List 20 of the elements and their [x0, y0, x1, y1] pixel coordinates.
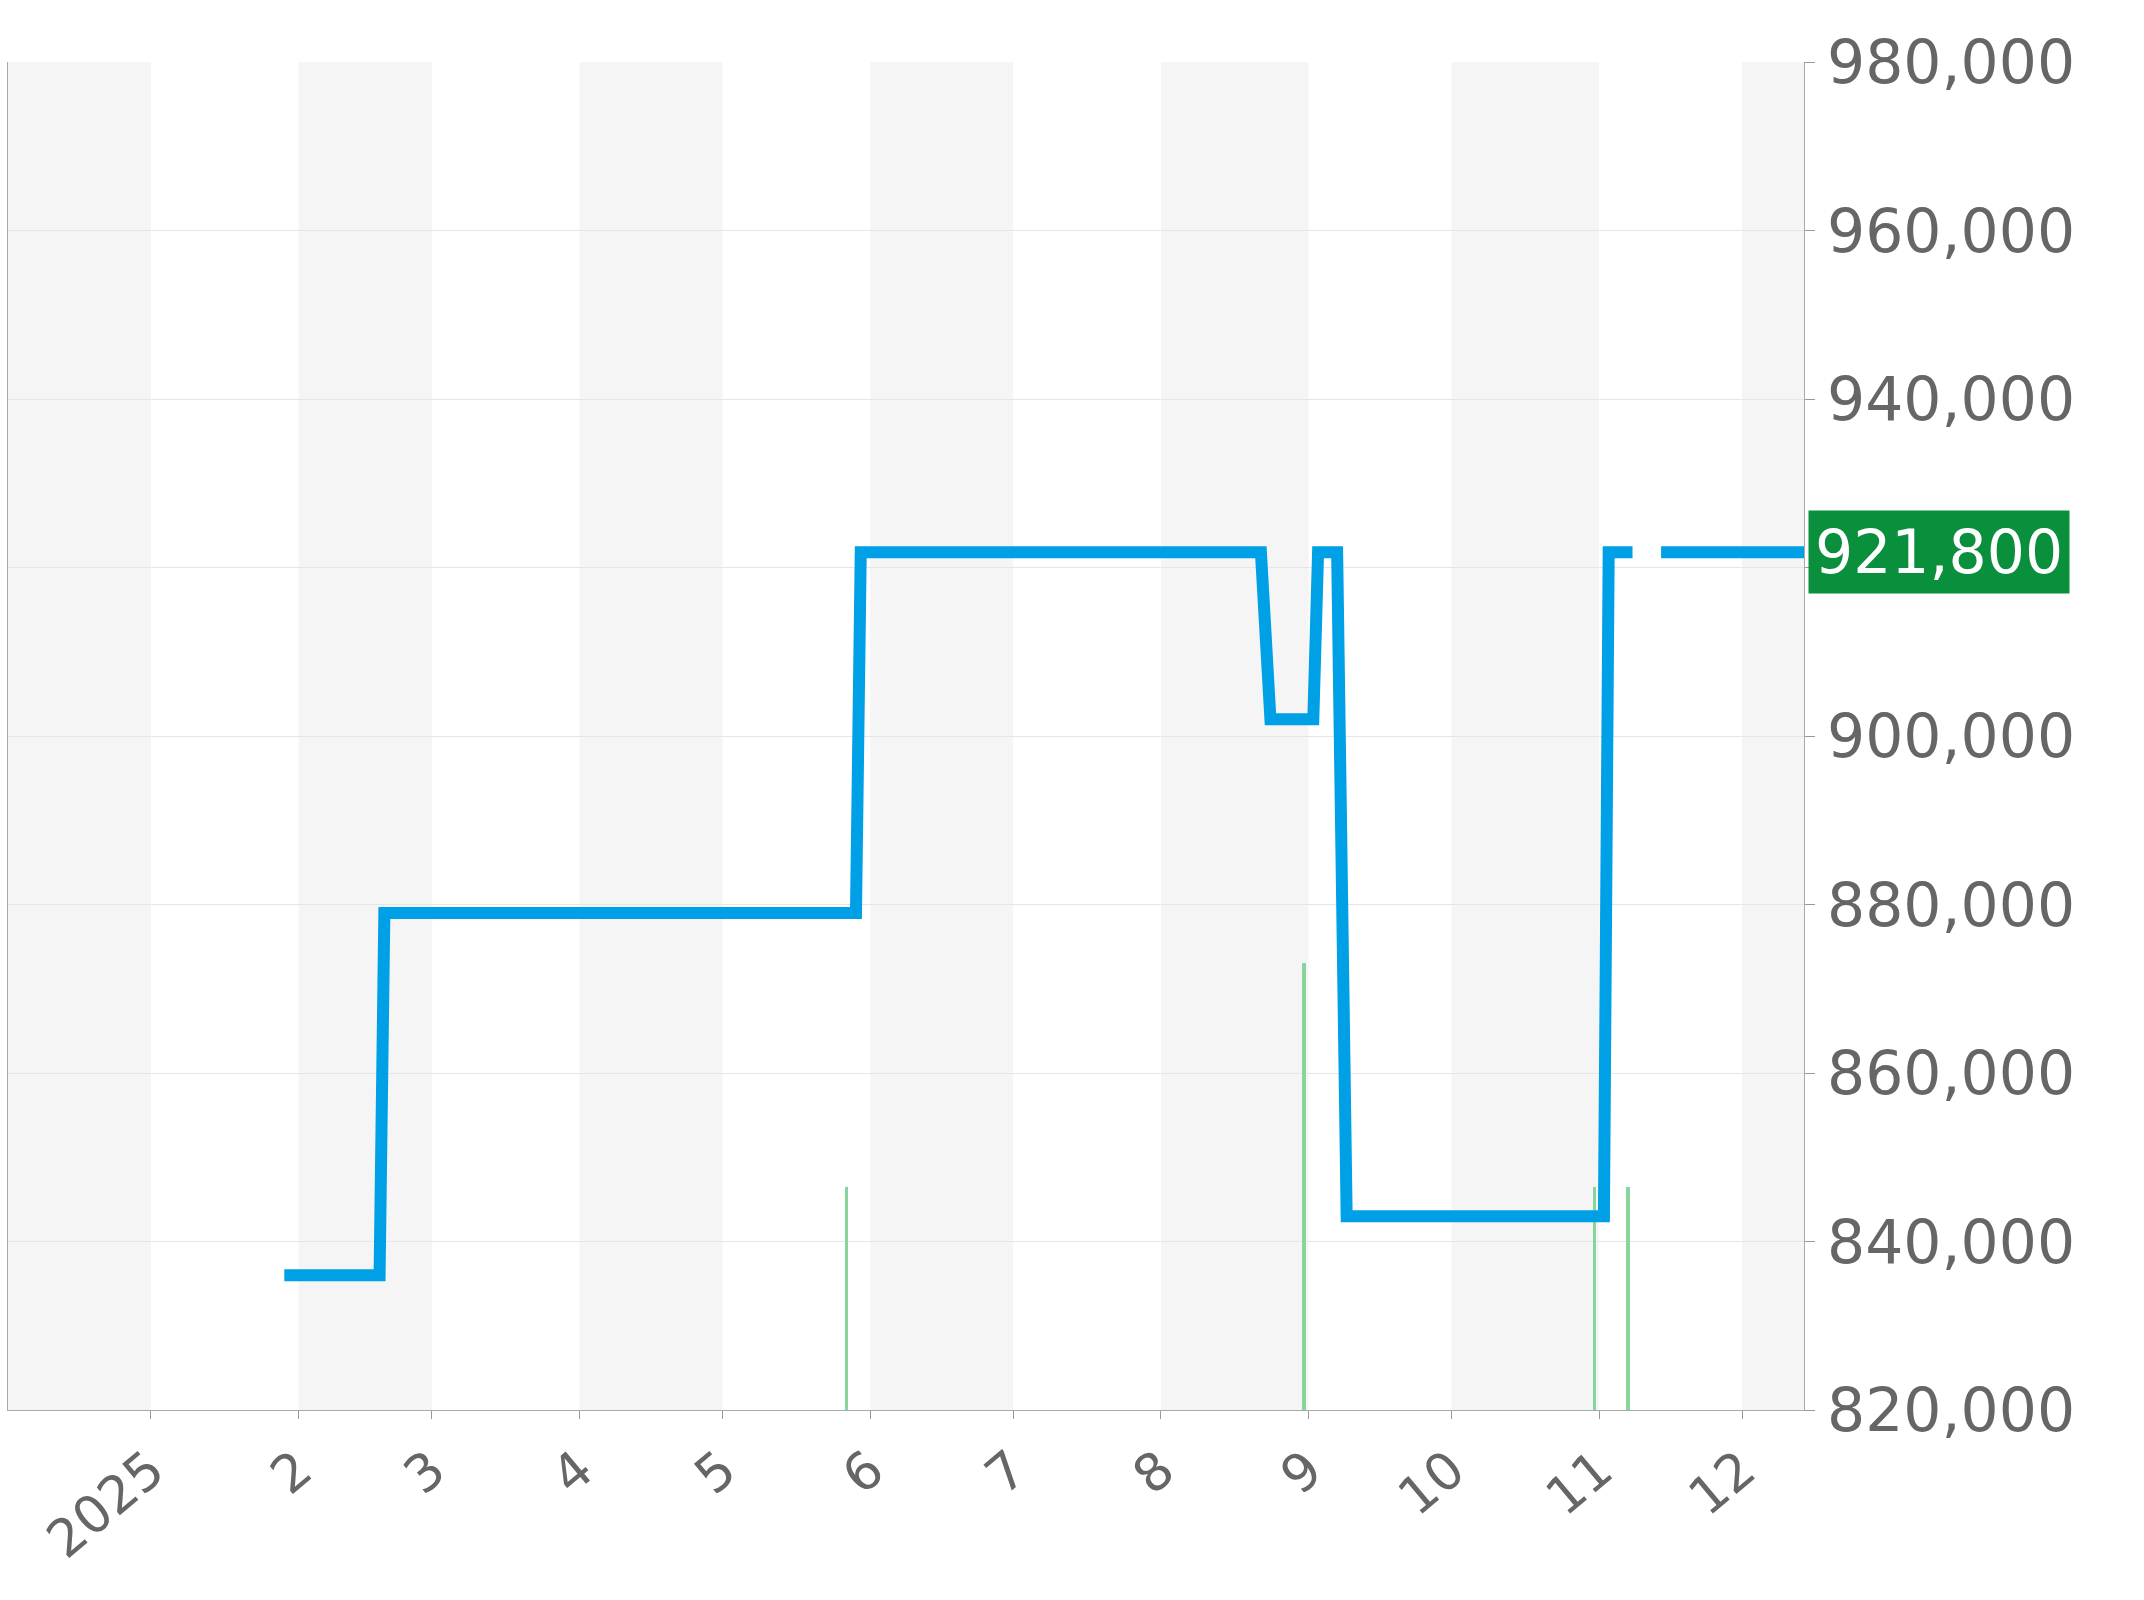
x-tick-label: 6 — [830, 1438, 895, 1506]
x-tick-label: 8 — [1121, 1438, 1186, 1506]
y-tick-label: 880,000 — [1827, 869, 2076, 940]
y-tick-label: 840,000 — [1827, 1206, 2076, 1277]
x-tick-label: 7 — [973, 1438, 1038, 1506]
x-tick-label: 11 — [1534, 1438, 1624, 1528]
x-tick-label: 10 — [1386, 1438, 1476, 1528]
y-tick-label: 900,000 — [1827, 701, 2076, 771]
y-tick-label: 960,000 — [1827, 195, 2076, 266]
x-tick-label: 9 — [1269, 1438, 1333, 1506]
annotation: 921,800 — [1815, 517, 2064, 587]
x-tick-label: 2 — [259, 1438, 324, 1506]
x-tick-label: 4 — [540, 1438, 605, 1506]
x-tick-label: 5 — [683, 1438, 748, 1506]
x-tick-label: 12 — [1677, 1438, 1767, 1528]
y-tick-label: 820,000 — [1827, 1375, 2076, 1445]
y-tick-label: 940,000 — [1827, 364, 2076, 434]
y-tick-label: 980,000 — [1827, 27, 2076, 97]
y-tick-label: 860,000 — [1827, 1038, 2076, 1108]
x-tick-label: 3 — [392, 1438, 457, 1506]
